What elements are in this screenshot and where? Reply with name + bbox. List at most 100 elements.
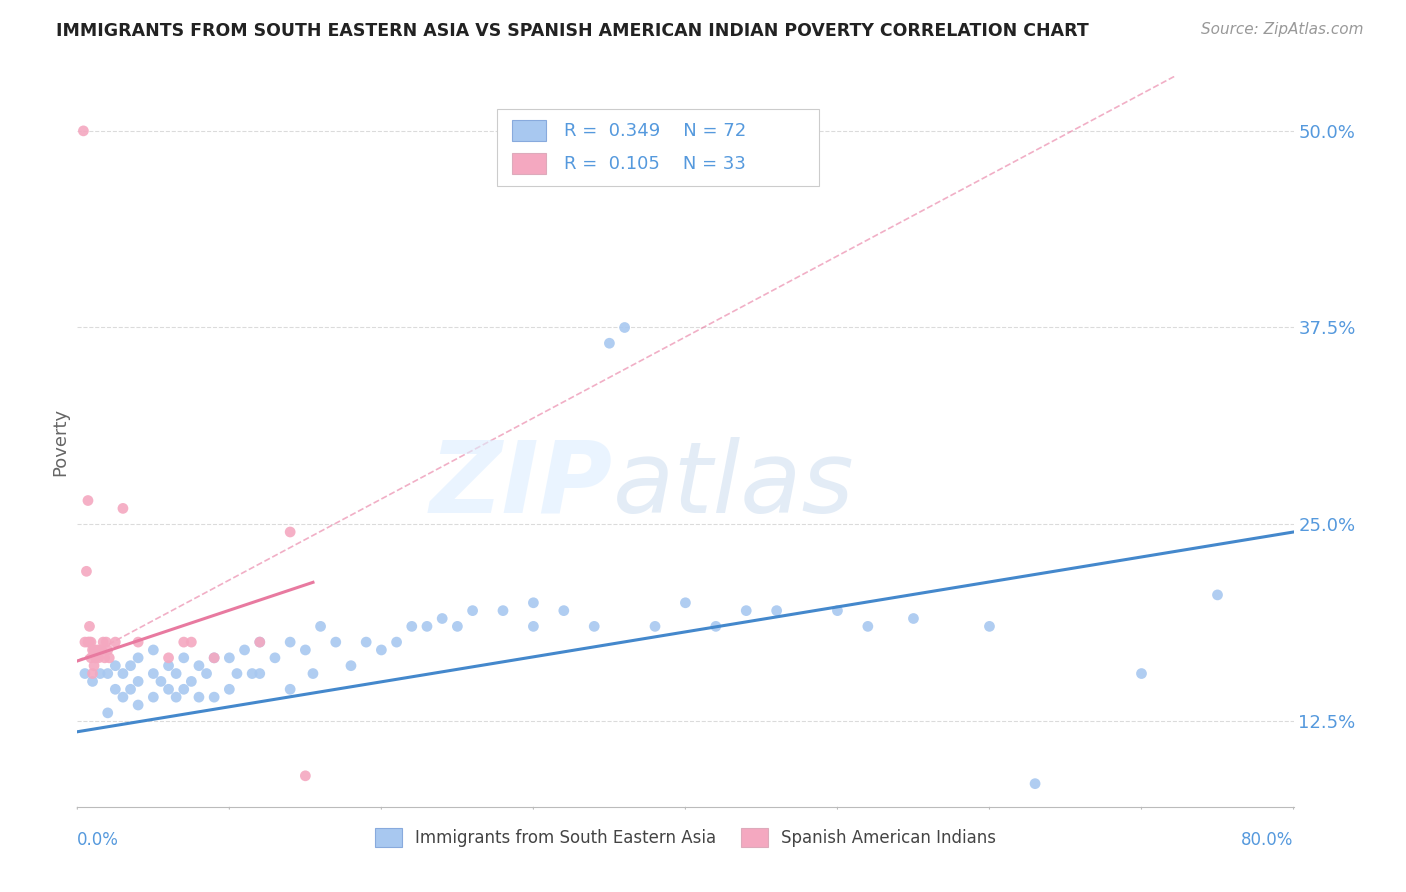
Point (218, 682, 240, 697)
FancyBboxPatch shape (496, 109, 820, 186)
Point (72, 124, 94, 138)
Point (111, 666, 134, 681)
Text: IMMIGRANTS FROM SOUTH EASTERN ASIA VS SPANISH AMERICAN INDIAN POVERTY CORRELATIO: IMMIGRANTS FROM SOUTH EASTERN ASIA VS SP… (56, 22, 1090, 40)
Point (340, 658, 363, 673)
Point (278, 524, 301, 539)
Point (765, 604, 787, 618)
Point (613, 320, 636, 334)
Point (492, 604, 515, 618)
Point (278, 682, 301, 697)
Point (157, 682, 180, 697)
Point (294, 769, 316, 783)
Text: atlas: atlas (613, 437, 853, 534)
Point (80, 650, 103, 665)
Point (97, 666, 120, 681)
Point (226, 666, 249, 681)
Point (142, 690, 165, 705)
Point (1024, 777, 1046, 791)
Point (104, 635, 127, 649)
Point (86, 643, 108, 657)
Point (165, 690, 187, 705)
Text: 0.0%: 0.0% (77, 830, 120, 849)
Point (325, 635, 347, 649)
Point (79, 635, 101, 649)
Point (127, 650, 149, 665)
Point (90, 643, 112, 657)
Point (82, 674, 104, 689)
Point (127, 674, 149, 689)
Point (401, 619, 423, 633)
Point (461, 604, 484, 618)
Point (294, 643, 316, 657)
Point (84, 650, 107, 665)
Point (430, 611, 453, 625)
Point (522, 596, 544, 610)
Point (82, 666, 104, 681)
Point (249, 635, 271, 649)
Point (120, 682, 142, 697)
Point (188, 690, 211, 705)
Point (553, 604, 575, 618)
Point (93, 650, 115, 665)
Point (735, 604, 758, 618)
Text: ZIP: ZIP (429, 437, 613, 534)
Point (173, 682, 195, 697)
Point (903, 611, 925, 625)
Point (77, 635, 100, 649)
Point (77, 493, 100, 508)
Point (111, 690, 134, 705)
Point (173, 635, 195, 649)
Point (157, 658, 180, 673)
Legend: Immigrants from South Eastern Asia, Spanish American Indians: Immigrants from South Eastern Asia, Span… (368, 822, 1002, 854)
Point (856, 619, 879, 633)
Point (370, 643, 392, 657)
Point (96, 635, 118, 649)
Point (173, 650, 195, 665)
Point (240, 666, 263, 681)
Point (111, 501, 134, 516)
Point (704, 619, 727, 633)
Point (98, 650, 121, 665)
Point (416, 619, 439, 633)
Point (97, 706, 120, 720)
Point (188, 658, 211, 673)
Point (157, 650, 180, 665)
Text: R =  0.105    N = 33: R = 0.105 N = 33 (564, 154, 745, 172)
Point (127, 698, 149, 712)
Point (142, 643, 165, 657)
Point (354, 635, 377, 649)
Point (195, 666, 218, 681)
Point (97, 643, 120, 657)
Text: R =  0.349    N = 72: R = 0.349 N = 72 (564, 121, 747, 140)
Point (180, 674, 202, 689)
Point (87, 650, 110, 665)
Point (83, 658, 105, 673)
Point (83, 643, 105, 657)
Point (309, 619, 332, 633)
Point (73, 635, 96, 649)
Point (75, 564, 97, 578)
Point (583, 619, 606, 633)
FancyBboxPatch shape (512, 153, 546, 174)
Point (249, 666, 271, 681)
Y-axis label: Poverty: Poverty (51, 408, 69, 475)
Point (675, 596, 697, 610)
Point (91, 635, 114, 649)
Point (827, 604, 849, 618)
Point (149, 674, 172, 689)
Point (598, 336, 620, 351)
Point (142, 666, 165, 681)
Point (302, 666, 325, 681)
Point (89, 643, 111, 657)
Point (249, 635, 271, 649)
Point (233, 643, 256, 657)
Point (1206, 588, 1229, 602)
Point (644, 619, 666, 633)
Point (278, 635, 301, 649)
Point (202, 690, 225, 705)
Point (446, 619, 468, 633)
Point (180, 635, 202, 649)
Point (104, 682, 127, 697)
Point (79, 619, 101, 633)
Point (104, 658, 127, 673)
